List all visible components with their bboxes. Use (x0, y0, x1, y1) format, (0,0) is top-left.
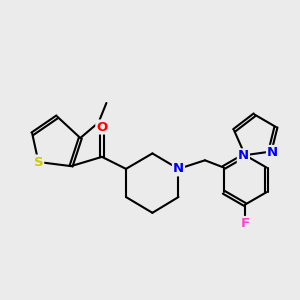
Text: N: N (238, 149, 249, 162)
Text: N: N (267, 146, 278, 159)
Text: O: O (96, 121, 108, 134)
Text: F: F (241, 217, 250, 230)
Text: N: N (173, 162, 184, 176)
Text: S: S (34, 155, 43, 169)
